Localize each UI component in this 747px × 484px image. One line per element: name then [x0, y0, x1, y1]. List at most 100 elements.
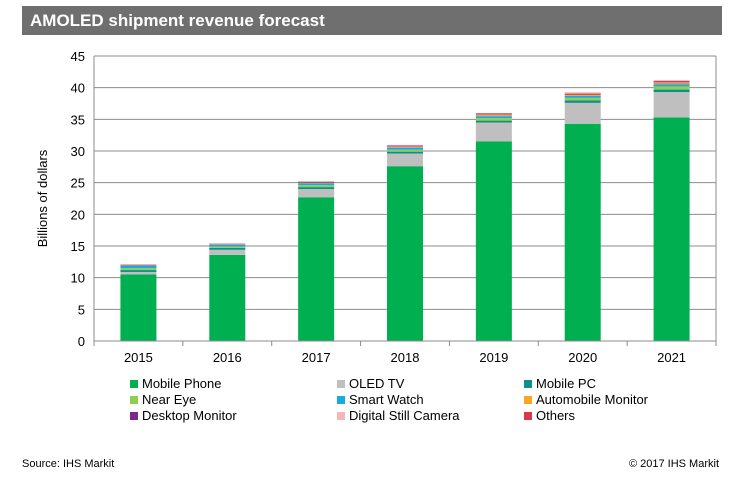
- bar-segment-oled-tv: [387, 153, 423, 167]
- x-tick-label: 2017: [302, 350, 331, 365]
- legend-item: Digital Still Camera: [337, 408, 460, 423]
- x-tick-label: 2015: [124, 350, 153, 365]
- legend-item: Smart Watch: [337, 392, 424, 407]
- bar-segment-mobile-phone: [120, 274, 157, 341]
- bar-segment-others: [475, 113, 512, 114]
- legend-label: Digital Still Camera: [349, 408, 460, 423]
- bar-segment-mobile-phone: [298, 197, 335, 341]
- bar-segment-near-eye: [475, 118, 512, 121]
- bar-segment-automobile-monitor: [298, 182, 335, 184]
- bar-segment-mobile-pc: [298, 187, 335, 189]
- y-tick-label: 30: [71, 144, 85, 159]
- bar-segment-mobile-phone: [387, 166, 423, 341]
- bar-segment-mobile-pc: [475, 120, 512, 123]
- legend-item: Others: [524, 408, 575, 423]
- legend-label: Automobile Monitor: [536, 392, 648, 407]
- bar-segment-mobile-phone: [653, 117, 690, 341]
- bar-segment-oled-tv: [475, 122, 512, 142]
- legend-swatch: [524, 379, 532, 388]
- legend-label: Smart Watch: [349, 392, 424, 407]
- x-tick-label: 2016: [213, 350, 242, 365]
- bar-segment-automobile-monitor: [387, 147, 423, 148]
- legend-label: Near Eye: [142, 392, 197, 407]
- legend-swatch: [337, 411, 345, 420]
- legend-swatch: [130, 379, 138, 388]
- bar-segment-near-eye: [564, 97, 601, 101]
- y-tick-label: 0: [78, 334, 85, 349]
- bar-segment-smart-watch: [387, 147, 423, 150]
- bar-segment-automobile-monitor: [653, 83, 690, 85]
- bar-segment-smart-watch: [298, 183, 335, 186]
- copyright-note: © 2017 IHS Markit: [628, 458, 719, 470]
- bar-segment-mobile-phone: [475, 141, 512, 341]
- legend-label: Mobile PC: [536, 376, 596, 391]
- bar-segment-smart-watch: [653, 84, 690, 87]
- y-tick-label: 15: [71, 239, 85, 254]
- bar-segment-smart-watch: [475, 116, 512, 119]
- bar-segment-smart-watch: [209, 244, 246, 247]
- bar-segment-smart-watch: [564, 95, 601, 98]
- legend-swatch: [130, 411, 138, 420]
- bar-segment-desktop-monitor: [475, 114, 512, 115]
- y-tick-label: 20: [71, 207, 85, 222]
- bar-segment-near-eye: [120, 268, 157, 271]
- bar-segment-oled-tv: [120, 271, 157, 275]
- bar-segment-others: [564, 92, 601, 94]
- x-tick-label: 2019: [479, 350, 508, 365]
- x-tick-label: 2021: [657, 350, 686, 365]
- bar-segment-digital-still-camera: [475, 113, 512, 115]
- y-tick-label: 10: [71, 271, 85, 286]
- bar-segment-oled-tv: [653, 92, 690, 118]
- bar-segment-others: [387, 145, 423, 146]
- legend-swatch: [524, 411, 532, 420]
- legend-swatch: [130, 395, 138, 404]
- bar-segment-oled-tv: [298, 189, 335, 198]
- stacked-bar-chart: 0 5 10 15 20 25 30 35 40 45 Billions of dollars 201…: [35, 49, 717, 365]
- bar-segment-desktop-monitor: [564, 94, 601, 95]
- bar-segment-digital-still-camera: [653, 81, 690, 83]
- bar-segment-near-eye: [387, 149, 423, 152]
- bar-segment-oled-tv: [564, 102, 601, 124]
- bar-segment-others: [653, 80, 690, 82]
- bar-segment-automobile-monitor: [475, 114, 512, 117]
- legend-item: Automobile Monitor: [524, 392, 648, 407]
- bar-segment-mobile-pc: [387, 151, 423, 154]
- bar-segment-mobile-phone: [209, 254, 246, 341]
- chart-title: AMOLED shipment revenue forecast: [22, 6, 722, 35]
- y-tick-label: 40: [71, 81, 85, 96]
- x-tick-label: 2020: [568, 350, 597, 365]
- legend-item: Mobile PC: [524, 376, 596, 391]
- bar-segment-desktop-monitor: [653, 82, 690, 84]
- bar-segment-near-eye: [209, 246, 246, 248]
- bar-segment-digital-still-camera: [387, 145, 423, 147]
- y-tick-label: 25: [71, 176, 85, 191]
- legend-item: Near Eye: [130, 392, 196, 407]
- legend-item: Desktop Monitor: [130, 408, 237, 423]
- y-axis-label: Billions of dollars: [35, 149, 50, 247]
- bar-segment-digital-still-camera: [564, 93, 601, 94]
- y-tick-label: 35: [71, 112, 85, 127]
- bar-segment-mobile-pc: [120, 270, 157, 272]
- bar-segment-automobile-monitor: [564, 94, 601, 96]
- legend-label: Desktop Monitor: [142, 408, 237, 423]
- legend-label: Others: [536, 408, 576, 423]
- y-tick-label: 5: [78, 302, 85, 317]
- legend-item: Mobile Phone: [130, 376, 222, 391]
- legend-item: OLED TV: [337, 376, 404, 391]
- legend-swatch: [337, 395, 345, 404]
- bar-segment-mobile-phone: [564, 123, 601, 342]
- bar-segment-oled-tv: [209, 249, 246, 255]
- bar-segment-smart-watch: [120, 265, 157, 269]
- legend-label: OLED TV: [349, 376, 405, 391]
- bar-segment-mobile-pc: [209, 247, 246, 250]
- legend-swatch: [524, 395, 532, 404]
- bar-segment-desktop-monitor: [387, 146, 423, 148]
- bar-segment-mobile-pc: [653, 89, 690, 93]
- bar-segment-near-eye: [653, 86, 690, 90]
- legend-swatch: [337, 379, 345, 388]
- bar-segment-desktop-monitor: [298, 182, 335, 183]
- legend-label: Mobile Phone: [142, 376, 222, 391]
- bar-segment-mobile-pc: [564, 100, 601, 103]
- bar-segment-near-eye: [298, 185, 335, 188]
- y-tick-label: 45: [71, 49, 85, 64]
